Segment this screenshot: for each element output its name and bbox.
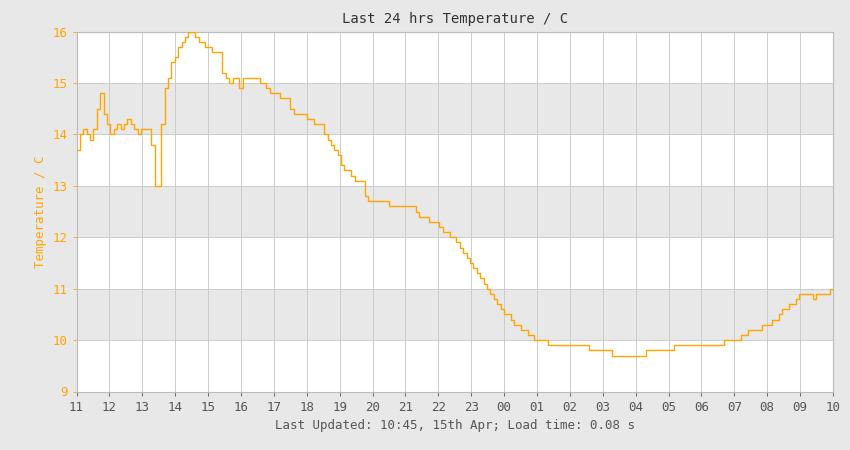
Title: Last 24 hrs Temperature / C: Last 24 hrs Temperature / C — [342, 12, 568, 26]
Bar — [76, 288, 833, 340]
Bar — [76, 32, 833, 83]
X-axis label: Last Updated: 10:45, 15th Apr; Load time: 0.08 s: Last Updated: 10:45, 15th Apr; Load time… — [275, 419, 635, 432]
Bar — [76, 83, 833, 135]
Bar — [76, 186, 833, 237]
Bar — [76, 340, 833, 392]
Bar — [76, 237, 833, 288]
Bar — [76, 135, 833, 186]
Y-axis label: Temperature / C: Temperature / C — [34, 155, 47, 268]
